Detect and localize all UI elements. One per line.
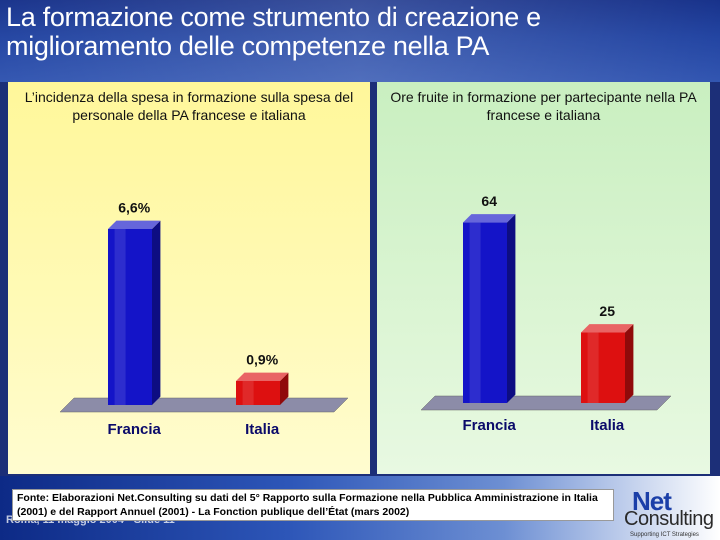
data-label-italia: 25 — [599, 303, 615, 319]
category-label-francia: Francia — [108, 421, 162, 438]
logo-tagline: Supporting ICT Strategies — [630, 532, 699, 538]
slide-title: La formazione come strumento di creazion… — [6, 2, 541, 61]
bar-francia — [108, 220, 161, 405]
chart-floor — [420, 395, 672, 411]
logo-consulting: Consulting — [624, 508, 714, 530]
chart-panel-ore: Ore fruite in formazione per partecipant… — [377, 82, 710, 474]
category-label-italia: Italia — [245, 421, 280, 438]
bar-francia — [463, 214, 516, 403]
logo-net: Net — [632, 486, 672, 516]
netconsulting-logo: Net Consulting Supporting ICT Strategies — [622, 486, 720, 540]
data-label-italia: 0,9% — [246, 352, 278, 368]
header-band — [0, 0, 720, 82]
category-label-francia: Francia — [463, 417, 517, 434]
category-label-italia: Italia — [590, 417, 625, 434]
source-box: Fonte: Elaborazioni Net.Consulting su da… — [12, 489, 614, 521]
chart-title-ore: Ore fruite in formazione per partecipant… — [390, 89, 697, 123]
bar-italia — [581, 324, 634, 403]
chart-spesa: 6,6% Francia 0,9% Italia — [59, 200, 349, 438]
data-label-francia: 6,6% — [118, 200, 150, 216]
chart-panel-spesa: L’incidenza della spesa in formazione su… — [8, 82, 370, 474]
source-note: Fonte: Elaborazioni Net.Consulting su da… — [17, 492, 598, 518]
chart-title-spesa: L’incidenza della spesa in formazione su… — [24, 89, 354, 123]
bar-italia — [236, 372, 289, 405]
chart-floor — [59, 397, 349, 413]
data-label-francia: 64 — [481, 193, 497, 209]
chart-ore: 64 Francia 25 Italia — [420, 193, 672, 434]
